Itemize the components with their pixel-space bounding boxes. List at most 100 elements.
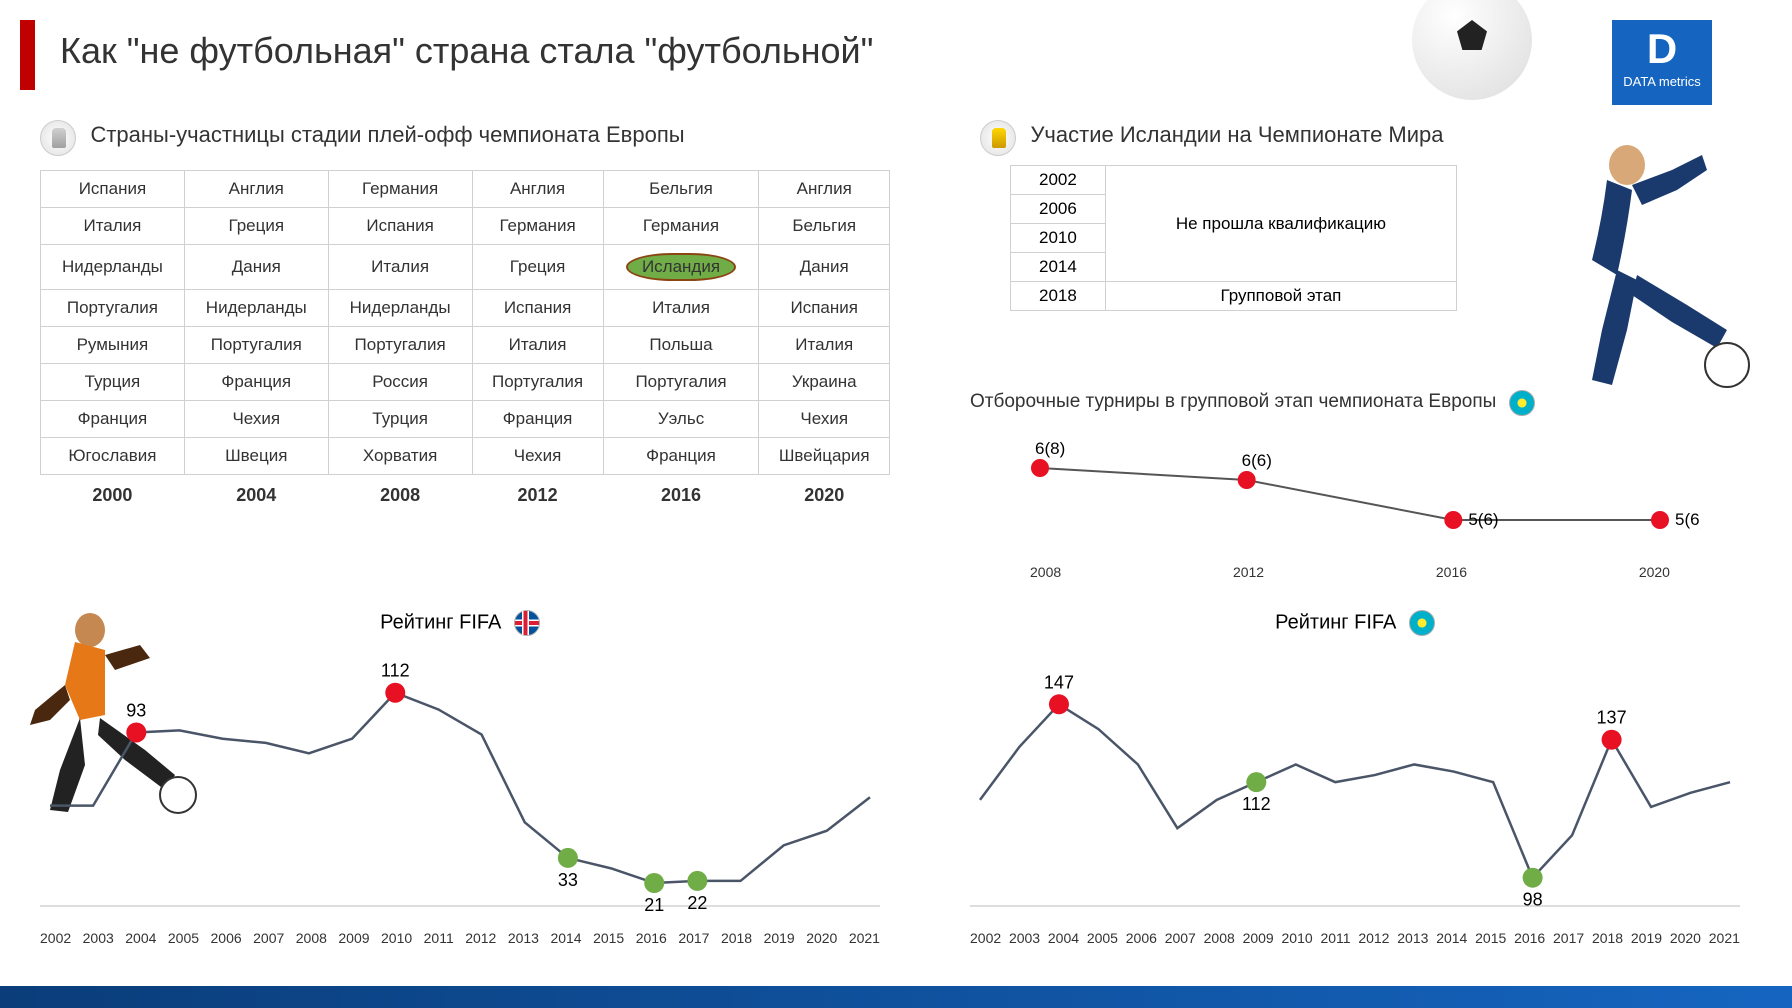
euro-cell: Португалия: [41, 290, 185, 327]
qual-xlabel: 2016: [1436, 564, 1467, 580]
svg-text:33: 33: [558, 870, 578, 890]
logo: D DATA metrics: [1612, 20, 1712, 105]
qual-section-header: Отборочные турниры в групповой этап чемп…: [970, 390, 1535, 416]
euro-cell: Греция: [472, 245, 603, 290]
wc-year: 2006: [1011, 195, 1106, 224]
fifa-xlabel: 2006: [1126, 930, 1157, 946]
fifa-xlabel: 2017: [678, 930, 709, 946]
fifa-xlabel: 2006: [211, 930, 242, 946]
euro-year: 2020: [759, 475, 890, 515]
wc-year: 2014: [1011, 253, 1106, 282]
euro-trophy-icon: [40, 120, 76, 156]
svg-text:147: 147: [1044, 672, 1074, 692]
svg-text:22: 22: [687, 893, 707, 913]
fifa-xlabel: 2010: [381, 930, 412, 946]
fifa-xlabel: 2017: [1553, 930, 1584, 946]
euro-cell: Исландия: [603, 245, 759, 290]
svg-text:137: 137: [1597, 708, 1627, 728]
euro-title: Страны-участницы стадии плей-офф чемпион…: [90, 122, 684, 147]
fifa-xlabel: 2005: [168, 930, 199, 946]
wc-year: 2010: [1011, 224, 1106, 253]
euro-cell: Португалия: [603, 364, 759, 401]
fifa-xlabel: 2004: [1048, 930, 1079, 946]
euro-cell: Италия: [759, 327, 890, 364]
fifa-xlabel: 2012: [465, 930, 496, 946]
fifa-xlabel: 2019: [764, 930, 795, 946]
euro-cell: Хорватия: [328, 438, 472, 475]
svg-text:5(6): 5(6): [1468, 510, 1498, 529]
euro-cell: Турция: [328, 401, 472, 438]
highlighted-country: Исландия: [626, 253, 736, 281]
fifa-xlabel: 2020: [806, 930, 837, 946]
player-blue-illustration: [1532, 130, 1752, 410]
euro-cell: Франция: [603, 438, 759, 475]
euro-cell: Германия: [603, 208, 759, 245]
euro-year: 2012: [472, 475, 603, 515]
fifa-xlabel: 2003: [1009, 930, 1040, 946]
fifa-iceland-title: Рейтинг FIFA: [40, 610, 880, 636]
fifa-xlabel: 2003: [83, 930, 114, 946]
fifa-xlabel: 2019: [1631, 930, 1662, 946]
logo-sub: DATA metrics: [1612, 74, 1712, 89]
fifa-xlabel: 2015: [1475, 930, 1506, 946]
worldcup-trophy-icon: [980, 120, 1016, 156]
euro-cell: Дания: [759, 245, 890, 290]
euro-cell: Португалия: [184, 327, 328, 364]
euro-cell: Нидерланды: [41, 245, 185, 290]
fifa-xlabel: 2007: [253, 930, 284, 946]
euro-section-header: Страны-участницы стадии плей-офф чемпион…: [40, 120, 890, 156]
euro-cell: Португалия: [472, 364, 603, 401]
fifa-xlabel: 2008: [1204, 930, 1235, 946]
euro-cell: Польша: [603, 327, 759, 364]
fifa-kz-chart: Рейтинг FIFA 14711298137 200220032004200…: [970, 610, 1740, 946]
fifa-xlabel: 2021: [849, 930, 880, 946]
euro-cell: Испания: [472, 290, 603, 327]
euro-cell: Германия: [328, 171, 472, 208]
euro-cell: Дания: [184, 245, 328, 290]
euro-cell: Франция: [41, 401, 185, 438]
qual-xlabel: 2012: [1233, 564, 1264, 580]
euro-year: 2008: [328, 475, 472, 515]
fifa-xlabel: 2007: [1165, 930, 1196, 946]
euro-year: 2016: [603, 475, 759, 515]
euro-cell: Италия: [41, 208, 185, 245]
euro-cell: Англия: [184, 171, 328, 208]
fifa-xlabel: 2015: [593, 930, 624, 946]
fifa-xlabel: 2014: [1436, 930, 1467, 946]
euro-year: 2000: [41, 475, 185, 515]
accent-bar: [20, 20, 35, 90]
fifa-xlabel: 2010: [1282, 930, 1313, 946]
fifa-xlabel: 2011: [1320, 930, 1350, 946]
euro-cell: Швеция: [184, 438, 328, 475]
fifa-xlabel: 2005: [1087, 930, 1118, 946]
worldcup-table: 2002Не прошла квалификацию20062010201420…: [1010, 165, 1457, 311]
wc-year: 2002: [1011, 166, 1106, 195]
euro-cell: Чехия: [759, 401, 890, 438]
fifa-xlabel: 2016: [1514, 930, 1545, 946]
euro-cell: Португалия: [328, 327, 472, 364]
svg-text:6(8): 6(8): [1035, 439, 1065, 458]
fifa-xlabel: 2021: [1709, 930, 1740, 946]
svg-text:112: 112: [1242, 794, 1271, 814]
euro-cell: Испания: [328, 208, 472, 245]
euro-cell: Англия: [759, 171, 890, 208]
fifa-xlabel: 2002: [40, 930, 71, 946]
svg-text:5(6): 5(6): [1675, 510, 1700, 529]
euro-cell: Нидерланды: [328, 290, 472, 327]
euro-cell: Греция: [184, 208, 328, 245]
iceland-flag-icon: [514, 610, 540, 636]
euro-cell: Франция: [184, 364, 328, 401]
euro-cell: Бельгия: [759, 208, 890, 245]
fifa-xlabel: 2012: [1358, 930, 1389, 946]
euro-cell: Италия: [328, 245, 472, 290]
fifa-xlabel: 2014: [550, 930, 581, 946]
euro-cell: Румыния: [41, 327, 185, 364]
euro-cell: Швейцария: [759, 438, 890, 475]
qual-title: Отборочные турниры в групповой этап чемп…: [970, 391, 1496, 412]
fifa-xlabel: 2011: [424, 930, 454, 946]
euro-cell: Испания: [41, 171, 185, 208]
fifa-xlabel: 2018: [721, 930, 752, 946]
fifa-iceland-title-text: Рейтинг FIFA: [380, 611, 500, 633]
kz-flag-icon-2: [1409, 610, 1435, 636]
qual-xlabel: 2020: [1639, 564, 1670, 580]
